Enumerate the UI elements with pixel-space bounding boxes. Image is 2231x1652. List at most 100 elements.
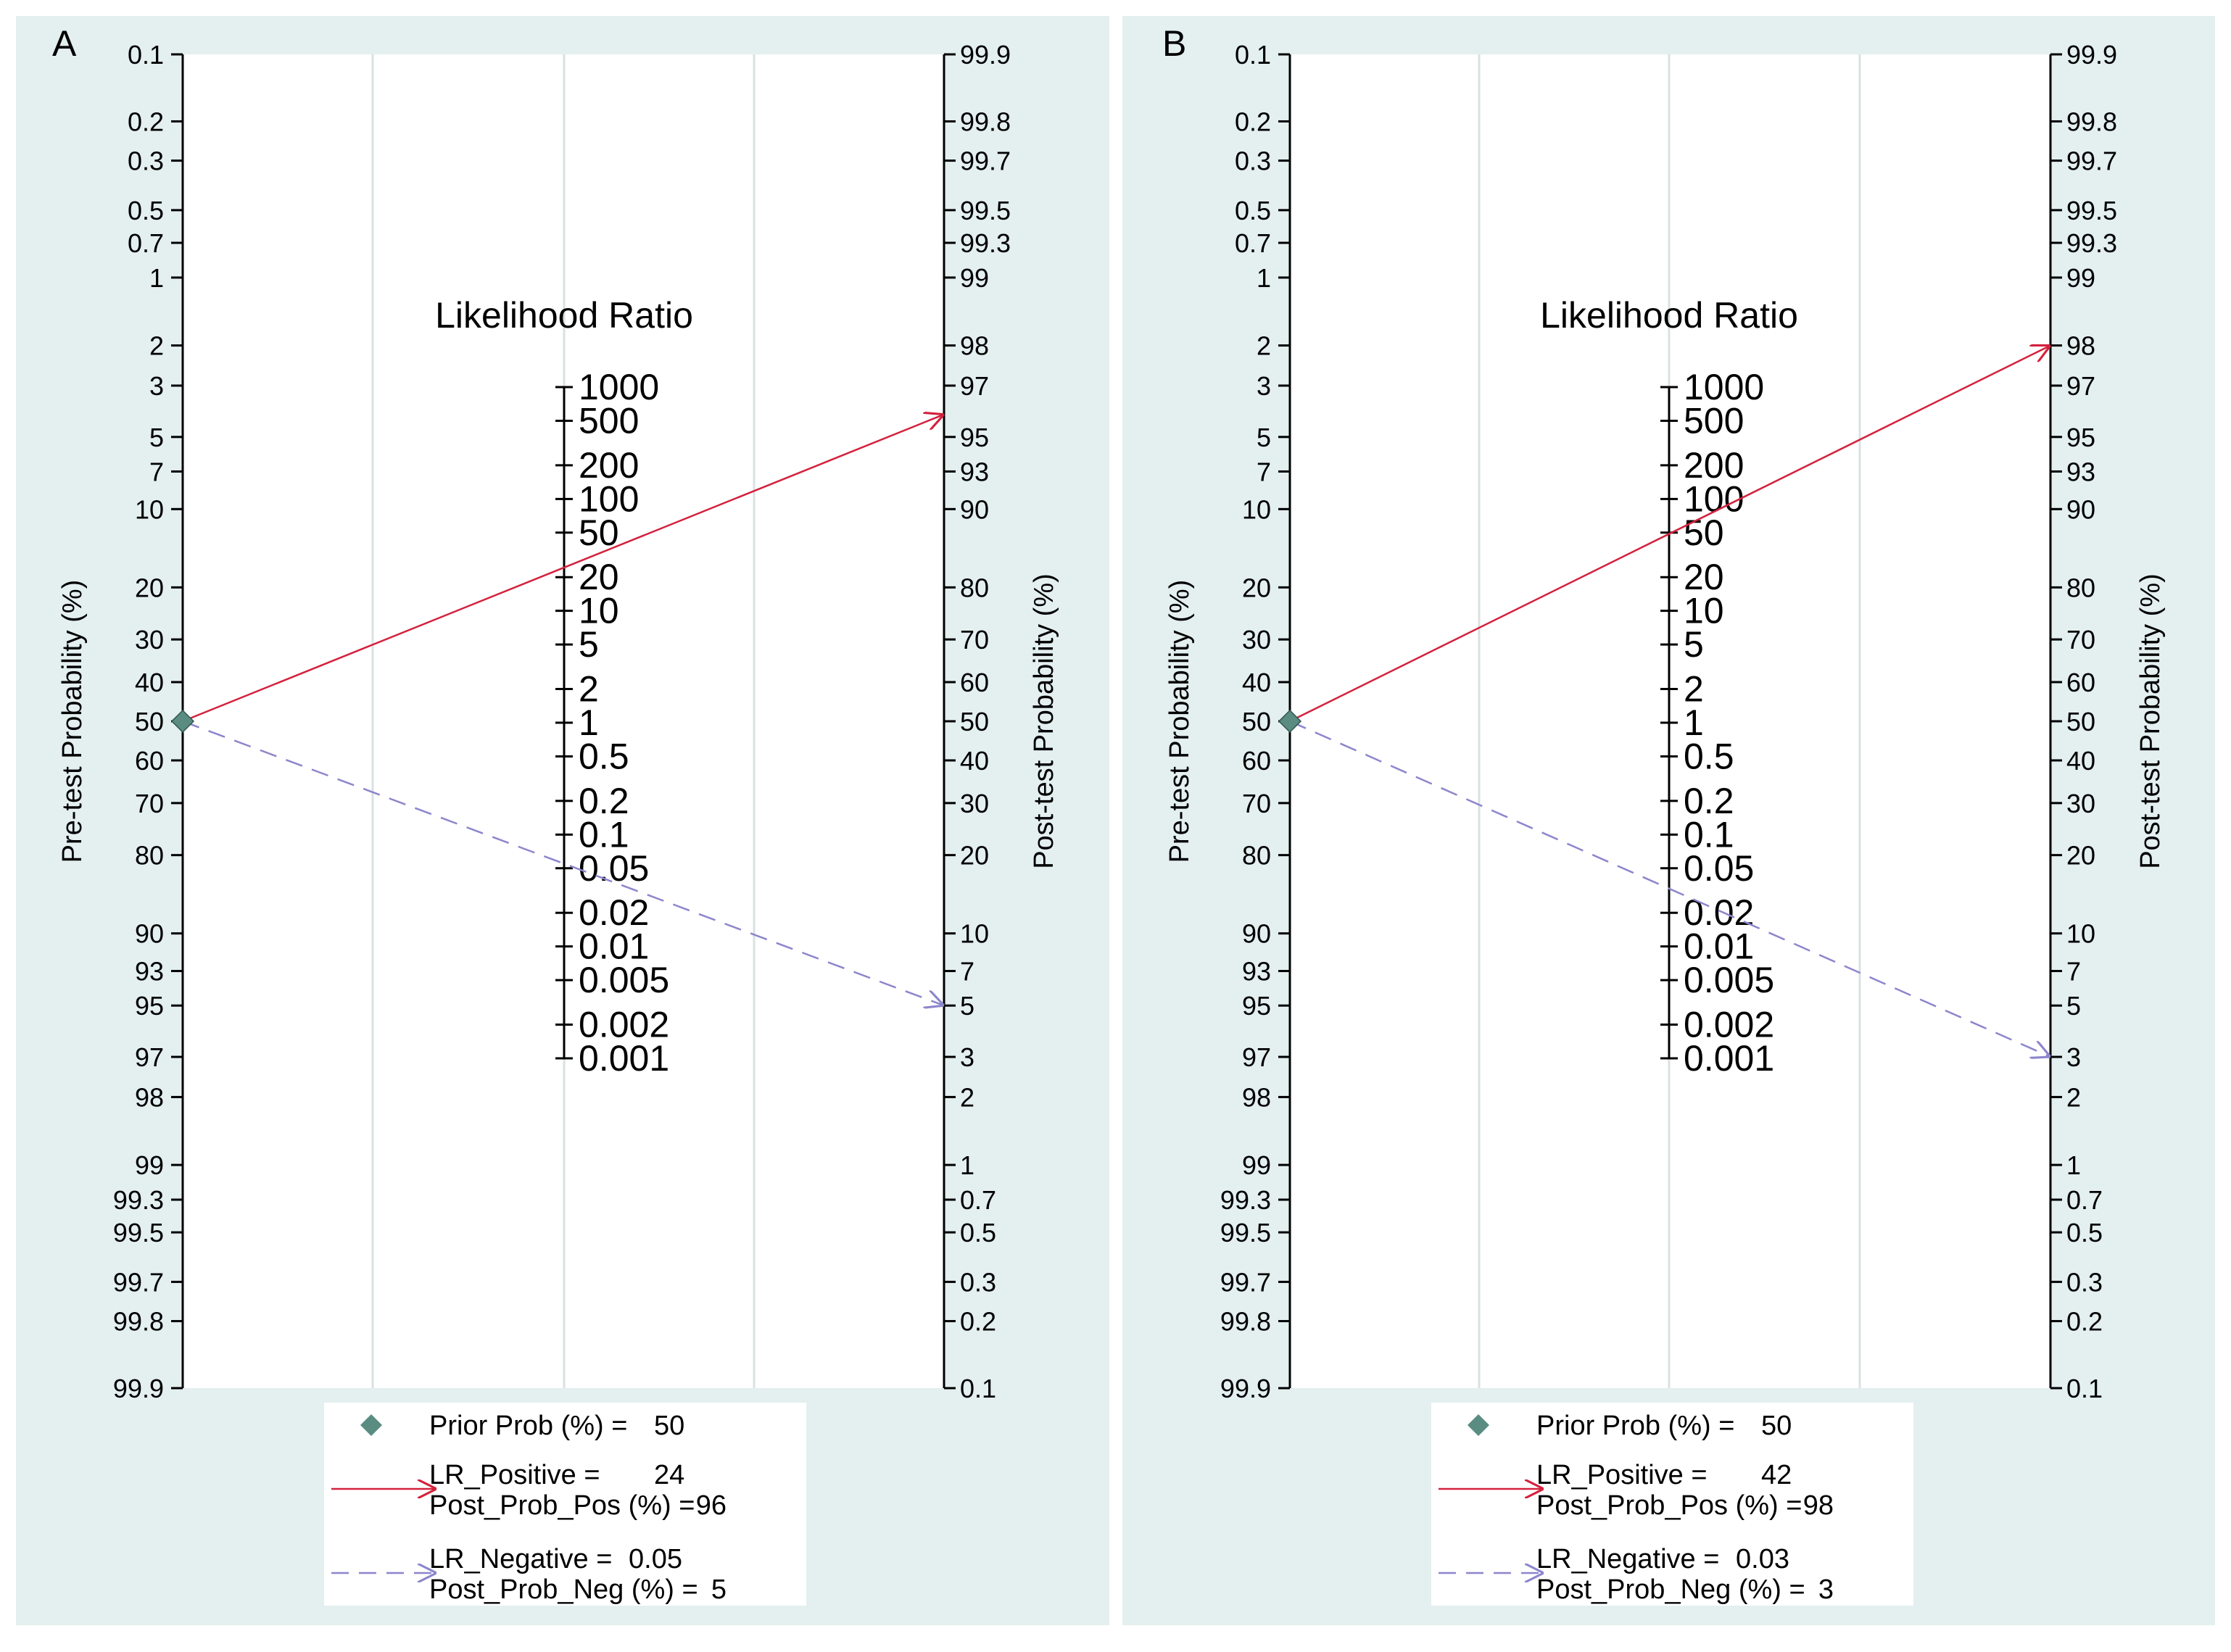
legend-postneg-value: 5 (711, 1574, 727, 1605)
lr-tick-label: 0.05 (1684, 848, 1754, 889)
posttest-tick-label: 20 (2066, 841, 2095, 871)
posttest-tick-label: 99.7 (2066, 146, 2117, 176)
pretest-tick-label: 99.3 (113, 1185, 164, 1215)
pretest-tick-label: 0.1 (1235, 40, 1271, 70)
legend-lrneg-label: LR_Negative = (429, 1544, 612, 1574)
legend-box (324, 1403, 806, 1606)
pretest-tick-label: 95 (1242, 991, 1271, 1021)
pretest-tick-label: 99.7 (1220, 1267, 1271, 1297)
pretest-tick-label: 90 (1242, 919, 1271, 949)
pretest-tick-label: 70 (1242, 789, 1271, 818)
legend-postpos-label: Post_Prob_Pos (%) = (1536, 1490, 1802, 1521)
pretest-tick-label: 80 (1242, 841, 1271, 871)
legend-postpos-value: 98 (1803, 1490, 1834, 1521)
posttest-tick-label: 0.3 (2066, 1267, 2103, 1297)
posttest-tick-label: 90 (2066, 494, 2095, 524)
lr-tick-label: 0.005 (1684, 960, 1774, 1000)
posttest-tick-label: 90 (960, 494, 989, 524)
pretest-tick-label: 93 (1242, 957, 1271, 987)
posttest-tick-label: 0.5 (2066, 1218, 2103, 1248)
pretest-tick-label: 99.8 (113, 1307, 164, 1337)
legend-postneg-label: Post_Prob_Neg (%) = (1536, 1574, 1805, 1605)
posttest-tick-label: 70 (2066, 625, 2095, 655)
posttest-tick-label: 99 (2066, 263, 2095, 293)
lr-axis-title: Likelihood Ratio (435, 295, 693, 336)
pretest-tick-label: 1 (1257, 263, 1271, 293)
pretest-tick-label: 40 (135, 668, 164, 697)
posttest-tick-label: 40 (2066, 746, 2095, 776)
posttest-tick-label: 0.2 (2066, 1307, 2103, 1337)
posttest-tick-label: 60 (2066, 668, 2095, 697)
legend-lrneg-value: 0.03 (1736, 1544, 1789, 1574)
pretest-tick-label: 99.8 (1220, 1307, 1271, 1337)
posttest-tick-label: 1 (2066, 1150, 2081, 1180)
pretest-tick-label: 90 (135, 919, 164, 949)
pretest-tick-label: 99.5 (113, 1218, 164, 1248)
lr-tick-label: 0.5 (1684, 736, 1734, 776)
posttest-tick-label: 99 (960, 263, 989, 293)
panel-label: B (1162, 23, 1186, 64)
pretest-tick-label: 1 (149, 263, 164, 293)
posttest-tick-label: 0.7 (960, 1185, 996, 1215)
posttest-tick-label: 2 (2066, 1082, 2081, 1112)
lr-tick-label: 2 (579, 669, 599, 710)
prior-prob-marker (170, 709, 195, 734)
lr-tick-label: 50 (579, 512, 619, 553)
pretest-tick-label: 93 (135, 957, 164, 987)
pretest-tick-label: 3 (149, 371, 164, 401)
posttest-tick-label: 0.5 (960, 1218, 996, 1248)
pretest-tick-label: 5 (1257, 423, 1271, 452)
pretest-axis-title: Pre-test Probability (%) (1164, 580, 1195, 863)
pretest-tick-label: 80 (135, 841, 164, 871)
pretest-tick-label: 50 (1242, 707, 1271, 736)
pretest-tick-label: 99.5 (1220, 1218, 1271, 1248)
pretest-tick-label: 60 (1242, 746, 1271, 776)
lr-tick-label: 200 (1684, 445, 1744, 486)
pretest-tick-label: 0.3 (1235, 146, 1271, 176)
pretest-tick-label: 0.5 (128, 196, 164, 225)
posttest-tick-label: 7 (2066, 957, 2081, 987)
posttest-tick-label: 99.9 (2066, 40, 2117, 70)
posttest-tick-label: 50 (960, 707, 989, 736)
lr-tick-label: 10 (579, 591, 619, 631)
posttest-tick-label: 1 (960, 1150, 974, 1180)
positive-lr-line (1289, 346, 2050, 723)
lr-tick-label: 1 (1684, 702, 1704, 743)
posttest-tick-label: 0.7 (2066, 1185, 2103, 1215)
lr-tick-label: 0.01 (579, 926, 649, 967)
lr-tick-label: 100 (579, 478, 639, 519)
lr-tick-label: 10 (1684, 591, 1724, 631)
pretest-tick-label: 10 (135, 494, 164, 524)
lr-tick-label: 0.2 (1684, 781, 1734, 821)
legend-lrpos-value: 24 (654, 1460, 684, 1490)
pretest-tick-label: 99.7 (113, 1267, 164, 1297)
lr-tick-label: 200 (579, 445, 639, 486)
posttest-tick-label: 99.8 (2066, 107, 2117, 136)
posttest-tick-label: 40 (960, 746, 989, 776)
posttest-tick-label: 5 (960, 991, 974, 1021)
pretest-tick-label: 0.7 (1235, 228, 1271, 258)
pretest-axis-title: Pre-test Probability (%) (57, 580, 88, 863)
pretest-tick-label: 30 (135, 625, 164, 655)
lr-tick-label: 0.5 (579, 736, 629, 776)
panel-b: B 0.10.20.30.50.7123571020304050607080909… (1122, 16, 2215, 1625)
pretest-tick-label: 98 (135, 1082, 164, 1112)
lr-tick-label: 5 (579, 624, 599, 665)
legend-prior-symbol (360, 1414, 382, 1436)
posttest-tick-label: 3 (2066, 1042, 2081, 1072)
pretest-tick-label: 2 (1257, 331, 1271, 361)
posttest-tick-label: 3 (960, 1042, 974, 1072)
lr-tick-label: 0.002 (1684, 1005, 1774, 1045)
posttest-tick-label: 80 (2066, 573, 2095, 602)
posttest-tick-label: 50 (2066, 707, 2095, 736)
pretest-tick-label: 7 (149, 457, 164, 486)
legend-lrneg-label: LR_Negative = (1536, 1544, 1719, 1574)
lr-tick-label: 0.001 (1684, 1038, 1774, 1079)
pretest-tick-label: 0.3 (128, 146, 164, 176)
posttest-tick-label: 93 (2066, 457, 2095, 486)
lr-tick-label: 50 (1684, 512, 1724, 553)
posttest-tick-label: 0.3 (960, 1267, 996, 1297)
posttest-tick-label: 97 (960, 371, 989, 401)
posttest-tick-label: 30 (960, 789, 989, 818)
